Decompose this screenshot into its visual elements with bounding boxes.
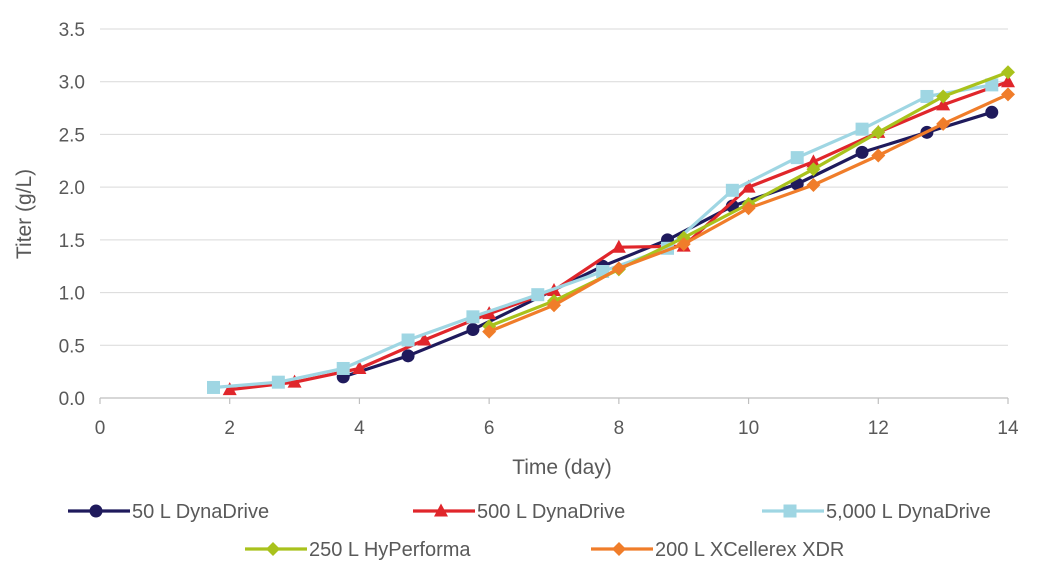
- series-group: [207, 65, 1015, 396]
- data-point: [855, 122, 869, 136]
- legend-marker: [612, 542, 626, 556]
- series-4: [482, 87, 1015, 339]
- legend-label: 250 L HyPerforma: [309, 539, 471, 561]
- data-point: [725, 183, 739, 197]
- data-point: [920, 89, 934, 103]
- data-point: [336, 361, 350, 375]
- x-tick-label: 12: [868, 418, 889, 439]
- y-tick-label: 1.0: [59, 284, 85, 305]
- data-point: [806, 154, 821, 168]
- data-point: [611, 261, 626, 276]
- data-point: [287, 374, 302, 388]
- data-point: [871, 148, 886, 163]
- y-tick-label: 3.0: [59, 73, 85, 94]
- data-point: [1001, 87, 1015, 102]
- data-point: [466, 310, 480, 324]
- series-3: [482, 65, 1015, 334]
- x-tick-label: 2: [224, 418, 235, 439]
- x-tick-label: 8: [614, 418, 625, 439]
- legend-label: 50 L DynaDrive: [132, 501, 269, 523]
- tick-labels: 0.0 0.5 1.0 1.5 2.0 2.5 3.0 3.5 0 2 4 6 8 10 12 14: [59, 20, 1019, 439]
- data-point: [790, 151, 804, 165]
- data-point: [417, 332, 432, 346]
- data-point: [806, 162, 821, 177]
- legend-marker: [783, 504, 797, 518]
- legend-item: 50 L DynaDrive: [68, 501, 269, 523]
- legend-marker: [266, 542, 280, 556]
- y-tick-label: 2.5: [59, 125, 85, 146]
- data-point: [222, 382, 237, 396]
- series-line: [342, 110, 993, 379]
- data-point: [611, 239, 626, 253]
- data-point: [985, 105, 999, 119]
- legend-label: 500 L DynaDrive: [477, 501, 625, 523]
- data-point: [547, 298, 561, 313]
- x-axis-title: Time (day): [512, 456, 612, 479]
- data-point: [271, 375, 285, 389]
- data-point: [855, 145, 869, 159]
- data-point: [1001, 74, 1015, 88]
- y-tick-label: 2.0: [59, 178, 85, 199]
- legend-marker: [434, 503, 448, 517]
- data-point: [207, 380, 220, 394]
- data-point: [466, 322, 480, 336]
- data-point: [936, 97, 951, 111]
- data-point: [1001, 65, 1015, 80]
- y-tick-label: 0.0: [59, 389, 85, 410]
- legend-marker: [89, 504, 103, 518]
- x-tick-label: 14: [997, 418, 1019, 439]
- x-tick-label: 6: [484, 418, 495, 439]
- grid-lines: [100, 28, 1008, 346]
- legend-label: 5,000 L DynaDrive: [826, 501, 991, 523]
- y-tick-label: 1.5: [59, 231, 85, 252]
- x-tick-label: 4: [354, 418, 365, 439]
- data-point: [676, 237, 691, 252]
- y-axis-title: Titer (g/L): [13, 169, 36, 259]
- data-point: [531, 288, 545, 302]
- legend-item: 250 L HyPerforma: [245, 539, 471, 561]
- y-tick-label: 3.5: [59, 20, 85, 41]
- legend: 50 L DynaDrive 500 L DynaDrive 5,000 L Dyn…: [68, 501, 991, 561]
- data-point: [871, 125, 886, 140]
- legend-item: 200 L XCellerex XDR: [591, 539, 844, 561]
- legend-item: 5,000 L DynaDrive: [762, 501, 991, 523]
- x-tick-label: 0: [95, 418, 106, 439]
- data-point: [806, 178, 821, 193]
- legend-label: 200 L XCellerex XDR: [655, 539, 844, 561]
- data-point: [936, 116, 951, 131]
- data-point: [401, 349, 415, 363]
- axes: [99, 397, 1009, 404]
- y-tick-label: 0.5: [59, 336, 85, 357]
- data-point: [401, 333, 415, 347]
- data-point: [352, 360, 367, 374]
- series-2: [207, 78, 999, 394]
- data-point: [985, 78, 999, 92]
- data-point: [741, 179, 756, 193]
- legend-item: 500 L DynaDrive: [413, 501, 625, 523]
- data-point: [482, 324, 497, 339]
- series-line: [229, 80, 1009, 392]
- data-point: [936, 89, 951, 104]
- x-tick-label: 10: [738, 418, 759, 439]
- data-point: [741, 201, 756, 216]
